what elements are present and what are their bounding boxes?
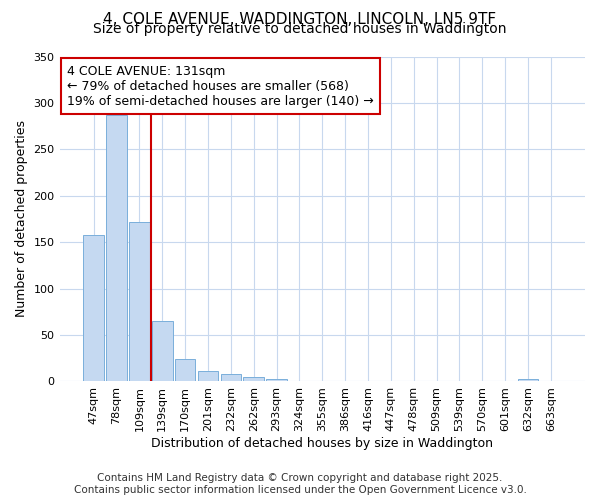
Bar [244,377,264,382]
Bar [129,222,150,382]
Bar [106,115,127,382]
Bar [266,378,287,382]
Bar [152,321,173,382]
Text: Size of property relative to detached houses in Waddington: Size of property relative to detached ho… [93,22,507,36]
Bar [221,374,241,382]
Y-axis label: Number of detached properties: Number of detached properties [15,120,28,318]
Text: 4, COLE AVENUE, WADDINGTON, LINCOLN, LN5 9TF: 4, COLE AVENUE, WADDINGTON, LINCOLN, LN5… [103,12,497,28]
Bar [518,378,538,382]
X-axis label: Distribution of detached houses by size in Waddington: Distribution of detached houses by size … [151,437,493,450]
Bar [83,235,104,382]
Bar [198,371,218,382]
Bar [175,359,196,382]
Text: 4 COLE AVENUE: 131sqm
← 79% of detached houses are smaller (568)
19% of semi-det: 4 COLE AVENUE: 131sqm ← 79% of detached … [67,64,374,108]
Text: Contains HM Land Registry data © Crown copyright and database right 2025.
Contai: Contains HM Land Registry data © Crown c… [74,474,526,495]
